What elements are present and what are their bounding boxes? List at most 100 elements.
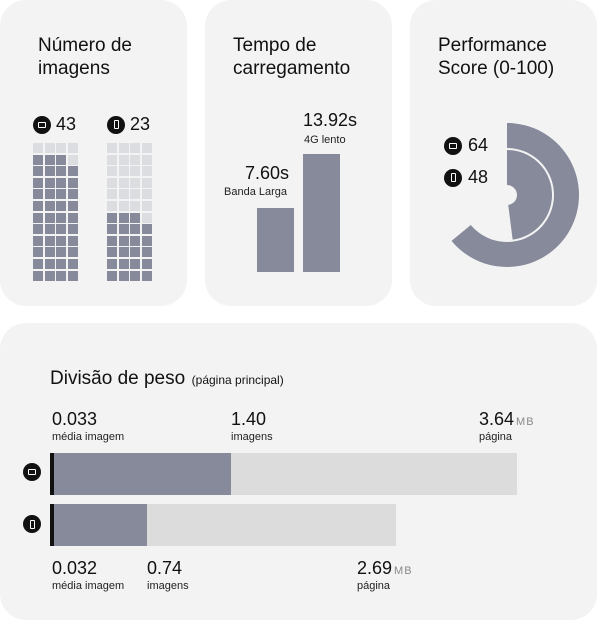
desktop-image-waffle-cell (33, 247, 43, 258)
desktop-image-waffle-cell (33, 212, 43, 223)
desktop-image-waffle-cell (44, 258, 55, 269)
desktop-image-waffle-cell (44, 189, 55, 200)
desktop-page-label: página (479, 431, 513, 443)
mobile-image-waffle-cell (130, 235, 141, 246)
mobile-image-waffle-cell (130, 270, 141, 281)
mobile-image-waffle-cell (118, 143, 129, 153)
mobile-image-waffle-cell (107, 224, 117, 235)
desktop-image-waffle-cell (33, 166, 43, 177)
weight-split-subtitle: (página principal) (191, 373, 284, 387)
mobile-images-value: 0.74 (147, 558, 183, 578)
desktop-image-waffle-cell (33, 177, 43, 188)
performance-score-title: Performance Score (0-100) (438, 35, 555, 79)
desktop-score: 64 (444, 135, 488, 156)
desktop-image-waffle-cell (67, 189, 78, 200)
desktop-icon (444, 136, 462, 155)
mobile-image-waffle-cell (130, 224, 141, 235)
mobile-image-waffle-cell (130, 200, 141, 211)
mobile-image-waffle-cell (118, 200, 129, 211)
desktop-image-waffle-cell (56, 166, 67, 177)
mobile-page-label: página (357, 580, 391, 592)
desktop-image-waffle-cell (67, 270, 78, 281)
desktop-image-waffle-cell (56, 212, 67, 223)
mobile-score: 48 (444, 167, 488, 188)
desktop-image-waffle-cell (67, 166, 78, 177)
desktop-score-arc (451, 123, 579, 267)
mobile-image-waffle-cell (130, 143, 141, 153)
desktop-image-waffle-cell (33, 189, 43, 200)
mobile-icon (444, 168, 462, 187)
mobile-image-waffle-cell (141, 200, 152, 211)
desktop-image-waffle-cell (33, 258, 43, 269)
desktop-page-unit: MB (516, 416, 535, 428)
mobile-page-value-number: 2.69 (357, 558, 393, 578)
mobile-image-waffle-cell (118, 154, 129, 165)
desktop-image-waffle-cell (33, 154, 43, 165)
desktop-image-waffle-cell (56, 270, 67, 281)
mobile-image-waffle-cell (107, 212, 117, 223)
desktop-image-waffle-cell (33, 224, 43, 235)
performance-score-card: Performance Score (0-100) 64 48 (410, 0, 597, 306)
desktop-image-waffle-cell (44, 224, 55, 235)
mobile-image-waffle-cell (141, 177, 152, 188)
mobile-images-weight-bar (53, 504, 148, 546)
mobile-image-waffle-cell (118, 166, 129, 177)
mobile-icon (107, 115, 125, 134)
desktop-image-waffle-cell (44, 177, 55, 188)
images-count-card: Número de imagens 43 23 (0, 0, 187, 306)
desktop-image-waffle-cell (33, 270, 43, 281)
desktop-image-waffle-cell (67, 143, 78, 153)
desktop-image-waffle-cell (67, 154, 78, 165)
desktop-images-value: 1.40 (231, 409, 267, 429)
slow4g-label: 4G lento (304, 134, 346, 146)
mobile-image-waffle-cell (130, 166, 141, 177)
desktop-page-weight-bar (53, 453, 517, 495)
mobile-image-waffle-cell (141, 212, 152, 223)
mobile-image-waffle-cell (118, 177, 129, 188)
weight-split-card: Divisão de peso (página principal) 0.033… (0, 323, 597, 620)
desktop-image-waffle-cell (44, 212, 55, 223)
mobile-image-waffle-cell (107, 166, 117, 177)
images-count-title: Número de imagens (38, 35, 132, 79)
mobile-page-value: 2.69 MB (357, 558, 413, 579)
desktop-score-value: 64 (468, 135, 489, 155)
mobile-image-waffle-cell (107, 258, 117, 269)
mobile-image-waffle-cell (107, 189, 117, 200)
desktop-image-waffle (33, 143, 78, 281)
desktop-image-waffle-cell (33, 143, 43, 153)
desktop-image-waffle-cell (33, 235, 43, 246)
mobile-image-waffle-cell (141, 143, 152, 153)
mobile-image-waffle-cell (141, 270, 152, 281)
mobile-image-waffle-cell (130, 189, 141, 200)
weight-split-title: Divisão de peso (50, 368, 186, 389)
mobile-image-waffle-cell (141, 189, 152, 200)
broadband-label: Banda Larga (224, 186, 287, 198)
mobile-avg-image-label: média imagem (52, 580, 125, 592)
mobile-image-waffle-cell (118, 270, 129, 281)
desktop-image-waffle-cell (67, 177, 78, 188)
mobile-image-waffle-cell (118, 235, 129, 246)
desktop-image-waffle-cell (67, 235, 78, 246)
mobile-image-waffle-cell (130, 247, 141, 258)
desktop-image-waffle-cell (44, 154, 55, 165)
desktop-page-value-number: 3.64 (479, 409, 515, 429)
mobile-image-waffle-cell (141, 224, 152, 235)
load-time-title: Tempo de carregamento (233, 35, 351, 79)
mobile-score-arc (507, 150, 552, 240)
desktop-image-waffle-cell (56, 154, 67, 165)
desktop-page-value: 3.64 MB (479, 409, 535, 430)
desktop-image-waffle-cell (44, 235, 55, 246)
mobile-images-label: imagens (147, 580, 189, 592)
desktop-image-waffle-cell (44, 247, 55, 258)
mobile-image-waffle-cell (107, 247, 117, 258)
mobile-image-waffle-cell (118, 224, 129, 235)
mobile-image-waffle-cell (107, 270, 117, 281)
desktop-avg-image-label: média imagem (52, 431, 125, 443)
desktop-image-waffle-cell (67, 200, 78, 211)
mobile-bar-start-marker (50, 504, 54, 546)
weight-split-header: Divisão de peso (página principal) (50, 368, 284, 390)
desktop-image-waffle-cell (56, 247, 67, 258)
mobile-image-waffle-cell (107, 177, 117, 188)
desktop-bar-start-marker (50, 453, 54, 495)
broadband-bar (257, 207, 294, 272)
